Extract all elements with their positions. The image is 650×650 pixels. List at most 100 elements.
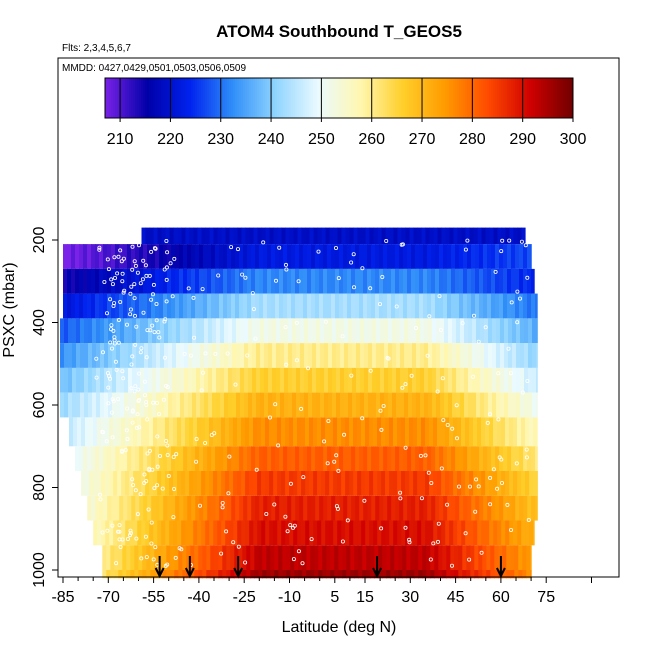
heatmap-cell xyxy=(335,495,340,521)
observation-point xyxy=(360,416,365,421)
heatmap-cell xyxy=(173,417,178,447)
heatmap-cell xyxy=(365,520,370,546)
heatmap-cell xyxy=(345,227,351,245)
heatmap-cell xyxy=(474,545,479,571)
heatmap-cell xyxy=(435,446,440,472)
observation-point xyxy=(110,435,115,440)
observation-point xyxy=(225,351,230,356)
colorbar-cell xyxy=(293,78,296,118)
heatmap-cell xyxy=(313,417,318,447)
heatmap-cell xyxy=(244,367,249,393)
heatmap-cell xyxy=(403,293,408,319)
observation-point xyxy=(264,512,269,517)
colorbar-cell xyxy=(563,78,566,118)
heatmap-cell xyxy=(107,293,112,319)
observation-point xyxy=(445,422,450,427)
observation-point xyxy=(145,417,150,422)
observation-point xyxy=(473,509,478,514)
heatmap-cell xyxy=(310,545,315,571)
heatmap-cell xyxy=(220,367,225,393)
heatmap-cell xyxy=(339,268,344,294)
heatmap-cell xyxy=(206,570,211,579)
colorbar-cell xyxy=(501,78,504,118)
heatmap-cell xyxy=(191,446,196,472)
heatmap-cell xyxy=(104,343,109,368)
heatmap-cell xyxy=(115,268,120,294)
heatmap-cell xyxy=(327,495,332,521)
colorbar-cell xyxy=(507,78,510,118)
observation-point xyxy=(163,317,168,322)
heatmap-cell xyxy=(264,343,269,368)
heatmap-cell xyxy=(123,446,128,472)
x-tick-label: -40 xyxy=(187,589,210,606)
colorbar-cell xyxy=(271,78,274,118)
heatmap-cell xyxy=(419,293,424,319)
observation-point xyxy=(163,563,168,568)
heatmap-cell xyxy=(178,570,183,579)
heatmap-cell xyxy=(364,392,369,418)
heatmap-cell xyxy=(214,570,219,579)
heatmap-cell xyxy=(434,570,439,579)
colorbar-cell xyxy=(377,78,380,118)
heatmap-cell xyxy=(251,268,256,294)
heatmap-cell xyxy=(381,471,386,496)
heatmap-cell xyxy=(387,446,392,472)
heatmap-cell xyxy=(436,318,441,344)
observation-point xyxy=(122,288,127,293)
heatmap-cell xyxy=(303,244,308,269)
observation-point xyxy=(507,238,512,243)
heatmap-cell xyxy=(385,471,390,496)
colorbar-cell xyxy=(531,78,534,118)
heatmap-cell xyxy=(409,227,415,245)
heatmap-cell xyxy=(526,545,531,571)
heatmap-cell xyxy=(267,495,272,521)
heatmap-cell xyxy=(484,318,489,344)
heatmap-cell xyxy=(379,495,384,521)
heatmap-cell xyxy=(208,318,213,344)
heatmap-cell xyxy=(300,343,305,368)
heatmap-cell xyxy=(428,392,433,418)
observation-point xyxy=(130,244,135,249)
observation-point xyxy=(166,473,171,478)
heatmap-cell xyxy=(448,367,453,393)
heatmap-cell xyxy=(135,268,140,294)
heatmap-cell xyxy=(376,392,381,418)
colorbar-cell xyxy=(199,78,202,118)
heatmap-cell xyxy=(247,446,252,472)
heatmap-cell xyxy=(75,268,80,294)
heatmap-cell xyxy=(370,570,375,579)
heatmap-cell xyxy=(348,343,353,368)
heatmap-cell xyxy=(282,545,287,571)
heatmap-cell xyxy=(218,570,223,579)
observation-point xyxy=(118,545,123,550)
heatmap-cell xyxy=(68,318,73,344)
colorbar-cell xyxy=(257,78,260,118)
heatmap-cell xyxy=(331,495,336,521)
heatmap-cell xyxy=(489,471,494,496)
observation-point xyxy=(294,320,299,325)
heatmap-cell xyxy=(259,293,264,319)
heatmap-cell xyxy=(219,268,224,294)
heatmap-cell xyxy=(181,417,186,447)
heatmap-cell xyxy=(189,471,194,496)
observation-point xyxy=(426,470,431,475)
heatmap-cell xyxy=(373,471,378,496)
heatmap-layer xyxy=(63,293,538,319)
heatmap-cell xyxy=(175,293,180,319)
heatmap-cell xyxy=(209,227,215,245)
heatmap-cell xyxy=(445,471,450,496)
x-tick-label: -70 xyxy=(97,589,120,606)
heatmap-cell xyxy=(192,318,197,344)
colorbar-cell xyxy=(273,78,276,118)
observation-point xyxy=(322,439,327,444)
heatmap-cell xyxy=(131,495,136,521)
heatmap-cell xyxy=(183,446,188,472)
colorbar-cell xyxy=(183,78,186,118)
heatmap-cell xyxy=(203,446,208,472)
observation-point xyxy=(277,245,282,250)
heatmap-cell xyxy=(484,367,489,393)
colorbar-cell xyxy=(277,78,280,118)
heatmap-cell xyxy=(471,244,476,269)
heatmap-cell xyxy=(464,367,469,393)
heatmap-cell xyxy=(183,495,188,521)
